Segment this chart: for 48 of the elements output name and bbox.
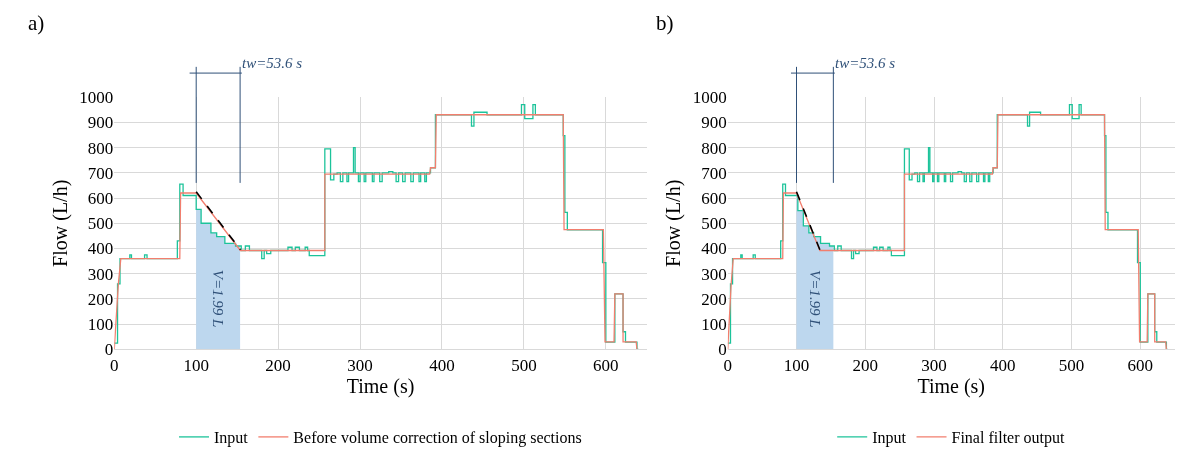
x-tick-label: 600 <box>593 355 619 375</box>
x-tick-label: 100 <box>783 355 810 375</box>
text: tw=53.6 s <box>835 55 896 71</box>
y-tick-label: 600 <box>701 188 727 208</box>
legend-label: Final filter output <box>951 429 1065 448</box>
y-tick-label: 1000 <box>692 88 727 108</box>
legend-label: Before volume correction of sloping sections <box>293 429 582 448</box>
y-tick-label: 800 <box>87 138 114 158</box>
text: tw=53.6 s <box>242 55 303 71</box>
y-tick-label: 100 <box>87 315 114 335</box>
x-tick-label: 300 <box>347 355 373 375</box>
legend-label: Input <box>872 429 907 448</box>
y-tick-label: 200 <box>87 289 114 309</box>
y-tick-label: 500 <box>87 214 114 234</box>
y-tick-label: 300 <box>701 264 727 284</box>
annotation: V=1.99 L <box>806 270 823 328</box>
x-tick-label: 200 <box>852 355 878 375</box>
y-tick-label: 700 <box>87 163 114 183</box>
y-tick-label: 400 <box>87 239 114 259</box>
y-tick-label: 700 <box>701 163 727 183</box>
y-tick-label: 200 <box>701 289 727 309</box>
y-tick-label: 0 <box>104 340 114 360</box>
y-tick-label: 900 <box>87 113 114 133</box>
chart-title: b) <box>656 11 674 35</box>
x-axis-title: Time (s) <box>346 374 415 398</box>
y-tick-label: 100 <box>701 315 727 335</box>
annotation: V=1.99 L <box>210 269 227 328</box>
x-axis-title: Time (s) <box>917 374 985 398</box>
x-tick-label: 400 <box>429 355 455 375</box>
legend-label: Input <box>214 429 249 448</box>
y-tick-label: 0 <box>718 340 727 360</box>
y-axis-title: Flow (L/h) <box>48 179 72 267</box>
x-tick-label: 500 <box>1058 355 1085 375</box>
y-tick-label: 1000 <box>79 88 114 108</box>
x-tick-label: 400 <box>990 355 1016 375</box>
x-tick-label: 100 <box>183 355 209 375</box>
x-tick-label: 300 <box>921 355 947 375</box>
y-tick-label: 600 <box>87 188 114 208</box>
chart-title: a) <box>28 11 45 35</box>
x-tick-label: 600 <box>1127 355 1154 375</box>
y-axis-title: Flow (L/h) <box>662 179 686 267</box>
y-tick-label: 500 <box>701 214 727 234</box>
x-tick-label: 500 <box>511 355 537 375</box>
x-tick-label: 200 <box>265 355 291 375</box>
y-tick-label: 800 <box>701 138 727 158</box>
y-tick-label: 400 <box>701 239 727 259</box>
y-tick-label: 900 <box>701 113 727 133</box>
y-tick-label: 300 <box>87 264 114 284</box>
